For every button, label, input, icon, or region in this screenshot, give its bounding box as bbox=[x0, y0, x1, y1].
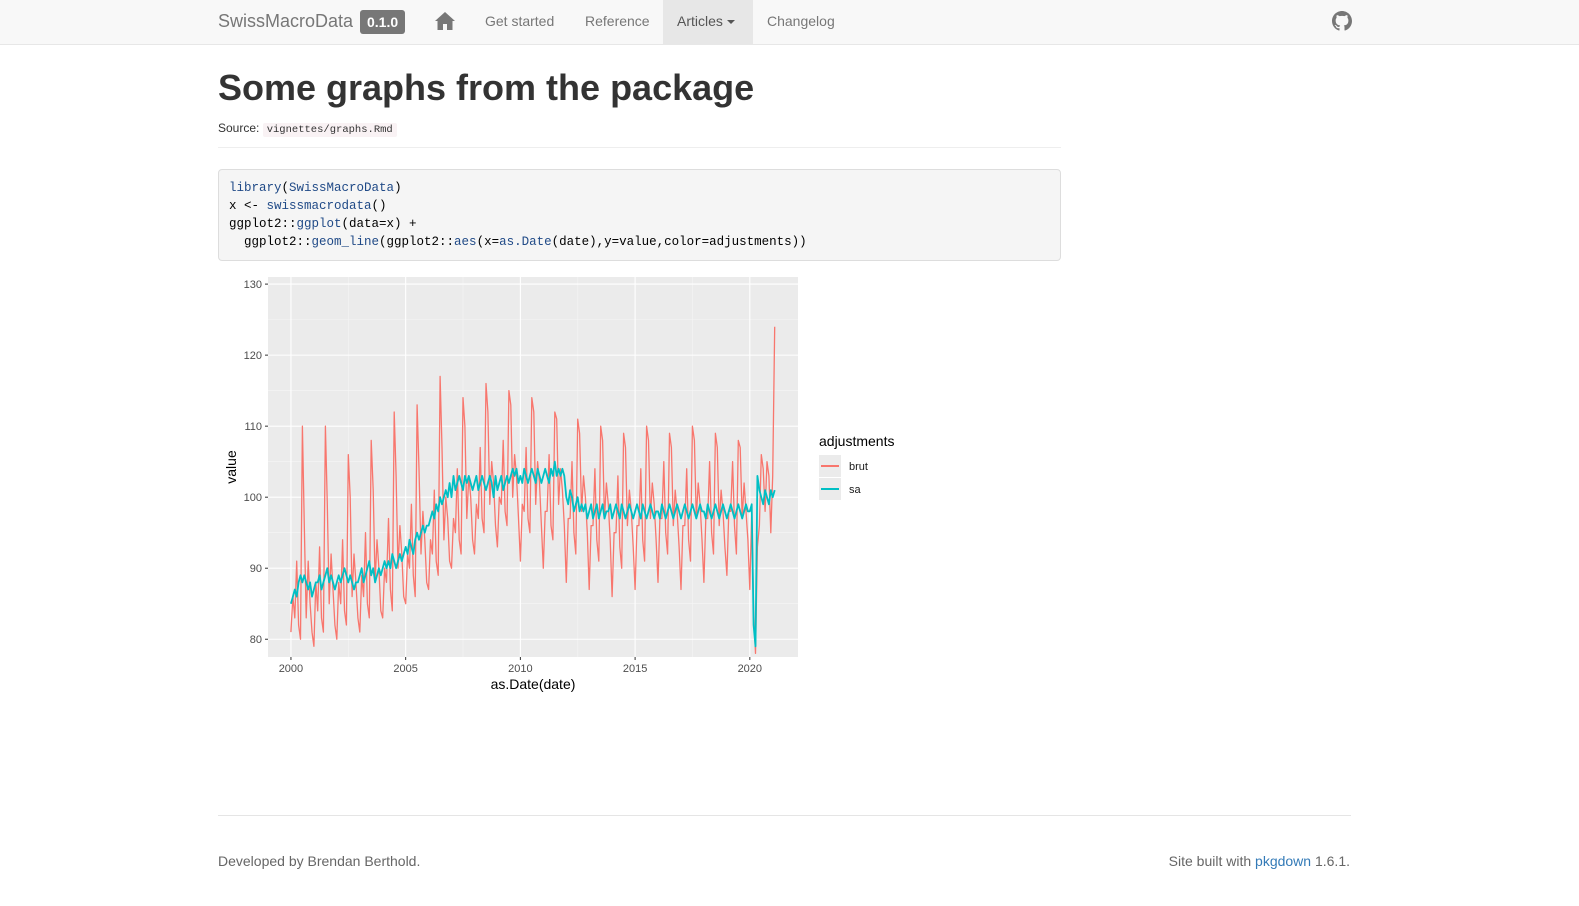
x-tick-label: 2005 bbox=[393, 663, 417, 675]
nav-reference[interactable]: Reference bbox=[585, 13, 650, 29]
code-line: ggplot2::ggplot(data=x) + bbox=[229, 217, 417, 231]
line-chart: 80 90 100 110 120 130 2000 2005 2010 2015 2020 as… bbox=[223, 277, 894, 692]
nav-articles-dropdown[interactable]: Articles bbox=[663, 0, 753, 45]
nav-get-started[interactable]: Get started bbox=[485, 13, 555, 29]
code-token-fn: swissmacrodata bbox=[266, 199, 372, 213]
y-axis-title: value bbox=[223, 450, 239, 484]
y-axis: 80 90 100 110 120 130 bbox=[244, 279, 268, 646]
code-token-pkg: SwissMacroData bbox=[289, 181, 395, 195]
series-layer bbox=[290, 326, 776, 655]
x-tick-label: 2015 bbox=[623, 663, 647, 675]
source-label: Source: bbox=[218, 121, 260, 135]
source-line: Source: vignettes/graphs.Rmd bbox=[218, 121, 397, 137]
nav-articles-label: Articles bbox=[677, 13, 723, 29]
legend-label-brut: brut bbox=[849, 461, 868, 473]
x-tick-label: 2020 bbox=[738, 663, 762, 675]
version-badge: 0.1.0 bbox=[360, 10, 406, 34]
legend: adjustments brut sa bbox=[819, 433, 894, 500]
code-block: library(SwissMacroData) x <- swissmacroda… bbox=[218, 169, 1061, 261]
y-tick-label: 100 bbox=[244, 492, 262, 504]
github-icon[interactable] bbox=[1332, 11, 1352, 31]
home-icon[interactable] bbox=[434, 10, 456, 32]
legend-title: adjustments bbox=[819, 433, 894, 449]
legend-label-sa: sa bbox=[849, 484, 862, 496]
x-axis: 2000 2005 2010 2015 2020 bbox=[279, 657, 762, 675]
navbar: SwissMacroData 0.1.0 Get started Referen… bbox=[0, 0, 1579, 45]
source-path[interactable]: vignettes/graphs.Rmd bbox=[262, 123, 397, 137]
y-tick-label: 120 bbox=[244, 350, 262, 362]
series-line-brut bbox=[290, 326, 776, 655]
code-token-fn: aes bbox=[454, 235, 477, 249]
footer-divider bbox=[218, 815, 1351, 816]
code-line: ggplot2::geom_line(ggplot2::aes(x=as.Dat… bbox=[229, 235, 807, 249]
x-tick-label: 2000 bbox=[279, 663, 303, 675]
nav-changelog[interactable]: Changelog bbox=[767, 13, 835, 29]
footer-developer: Developed by Brendan Berthold. bbox=[218, 853, 421, 869]
page-title: Some graphs from the package bbox=[218, 67, 755, 108]
plot-panel bbox=[268, 277, 798, 657]
header-divider bbox=[218, 147, 1061, 148]
code-line: library(SwissMacroData) bbox=[229, 181, 402, 195]
x-tick-label: 2010 bbox=[508, 663, 532, 675]
y-tick-label: 130 bbox=[244, 279, 262, 291]
grid-major bbox=[268, 277, 798, 657]
code-line: x <- swissmacrodata() bbox=[229, 199, 387, 213]
chevron-down-icon bbox=[726, 20, 735, 25]
series-line-sa bbox=[290, 460, 776, 648]
code-token-library: library bbox=[229, 181, 282, 195]
y-tick-label: 110 bbox=[244, 421, 262, 433]
x-axis-title: as.Date(date) bbox=[491, 676, 576, 692]
footer-built-with: Site built with pkgdown 1.6.1. bbox=[1169, 853, 1350, 869]
y-tick-label: 90 bbox=[250, 563, 262, 575]
y-tick-label: 80 bbox=[250, 634, 262, 646]
code-token-fn: as.Date bbox=[499, 235, 552, 249]
pkgdown-link[interactable]: pkgdown bbox=[1255, 853, 1312, 869]
footer-built-suffix: 1.6.1. bbox=[1314, 853, 1350, 869]
code-token-fn: geom_line bbox=[311, 235, 380, 249]
brand-link[interactable]: SwissMacroData bbox=[218, 11, 354, 31]
footer-built-prefix: Site built with bbox=[1168, 853, 1252, 869]
code-token-fn: ggplot bbox=[296, 217, 342, 231]
